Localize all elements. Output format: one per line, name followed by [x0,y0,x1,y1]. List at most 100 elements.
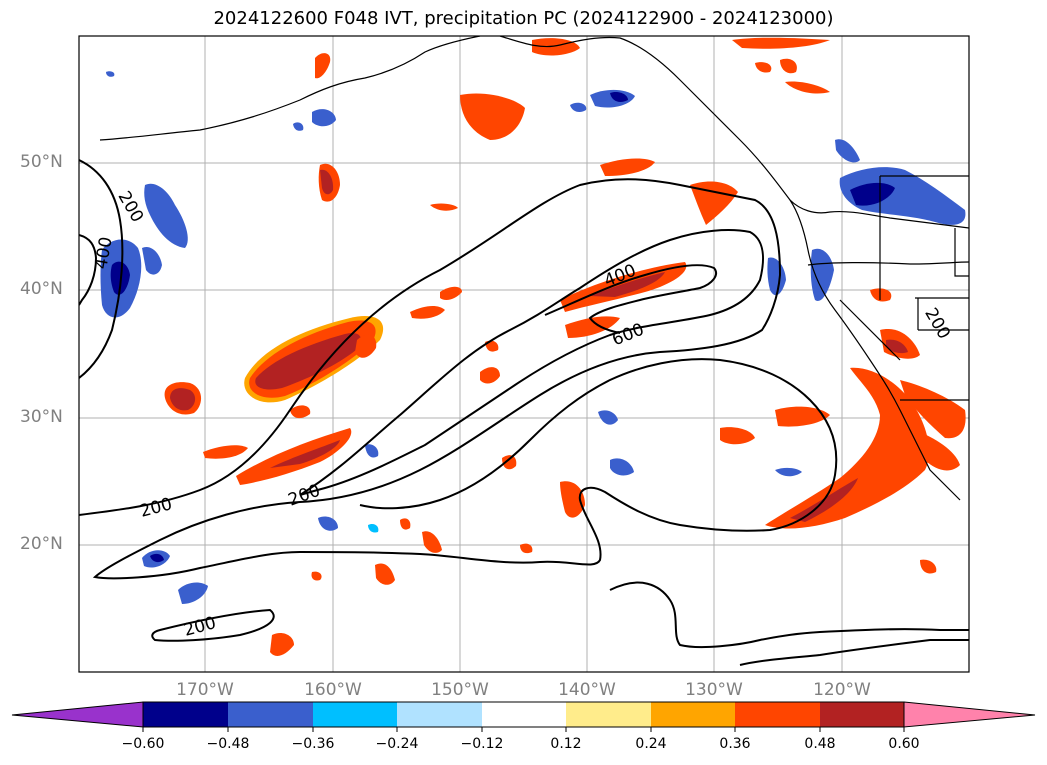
precip-area [610,91,628,102]
precip-area [780,58,797,74]
lon-label: 130°W [685,680,743,700]
colorbar-tick-label: 0.12 [550,736,582,752]
colorbar-extend-right [903,701,1036,728]
precip-area [144,183,188,248]
precip-area [690,181,738,225]
precip-area [270,633,294,656]
precip-area [570,102,587,113]
precip-area [400,518,411,530]
colorbar-tick-label: 0.60 [888,736,920,752]
precip-area [365,444,379,458]
contour-200-west [79,159,124,379]
precip-area [178,582,208,604]
lon-label: 150°W [431,680,489,700]
precip-area [355,334,377,358]
colorbar-tick-label: −0.48 [206,736,250,752]
precip-area [312,109,336,127]
precip-area [600,158,655,176]
precip-area [565,316,620,338]
precip-area [270,440,340,468]
precip-area [532,38,580,56]
precip-positive-areas [164,37,966,656]
precip-area [767,257,786,296]
lon-label: 120°W [813,680,871,700]
precip-area [375,563,395,585]
precip-area [886,339,908,354]
precip-area [920,559,937,574]
contour-200-south2 [739,639,969,666]
precip-area [598,410,618,425]
colorbar-segment [820,702,904,727]
colorbar-segment [566,702,651,727]
ivt-contours [79,159,969,666]
colorbar-tick-label: −0.60 [121,736,165,752]
precip-area [560,481,585,518]
lon-label: 140°W [558,680,616,700]
map-title: 2024122600 F048 IVT, precipitation PC (2… [213,8,834,29]
lat-label: 30°N [20,407,63,427]
contour-400-west [79,234,98,306]
colorbar-segment [735,702,820,727]
contour-200-south [609,581,969,649]
precip-area [170,388,196,411]
precip-area [520,543,533,554]
colorbar-segment [313,702,397,727]
precip-area [870,288,892,302]
lat-label: 50°N [20,152,63,172]
precip-area [315,53,331,79]
precip-area [430,203,458,211]
precip-area [293,122,304,131]
lon-label: 170°W [176,680,234,700]
precip-area [755,62,772,73]
plot-frame [78,35,970,673]
precip-area [203,445,248,459]
precip-area [502,455,517,470]
precip-area [368,523,379,533]
lat-label: 20°N [20,534,63,554]
precip-area [785,81,830,94]
colorbar [11,701,1036,732]
precip-negative-areas [100,71,966,604]
precip-area [311,571,322,581]
precip-area [835,139,860,163]
precip-area [290,405,311,419]
colorbar-segment [397,702,482,727]
colorbar-segment [143,702,228,727]
precip-area [480,367,500,384]
colorbar-segment [482,702,566,727]
colorbar-tick-label: 0.48 [804,736,836,752]
contour-600 [544,264,718,334]
colorbar-extend-left [11,701,144,728]
precip-area [610,458,634,476]
coastlines [99,36,969,501]
precip-area [810,248,834,301]
precip-area [775,467,802,477]
precip-area [900,380,966,439]
contour-200-lower-left [151,608,275,642]
colorbar-tick-label: 0.24 [635,736,667,752]
precip-area [142,246,162,275]
precip-area [850,182,895,206]
precip-area [720,427,755,445]
precip-area [410,306,445,319]
precip-area [440,286,462,300]
precip-area [839,167,966,225]
contour-200-main [79,178,838,580]
precip-area [318,516,338,531]
colorbar-tick-label: 0.36 [719,736,751,752]
precip-area [765,367,930,529]
precip-area [732,37,830,49]
lon-label: 160°W [304,680,362,700]
precip-area [460,93,525,140]
colorbar-frame [142,701,905,728]
contour-400-inner [299,229,764,496]
precip-area [150,553,164,563]
precip-area [106,71,115,77]
precip-area [255,332,361,390]
precip-area [915,430,960,471]
colorbar-tick-label: −0.24 [375,736,419,752]
precip-area [775,406,830,427]
colorbar-tick-label: −0.12 [460,736,504,752]
precip-area [236,428,352,485]
